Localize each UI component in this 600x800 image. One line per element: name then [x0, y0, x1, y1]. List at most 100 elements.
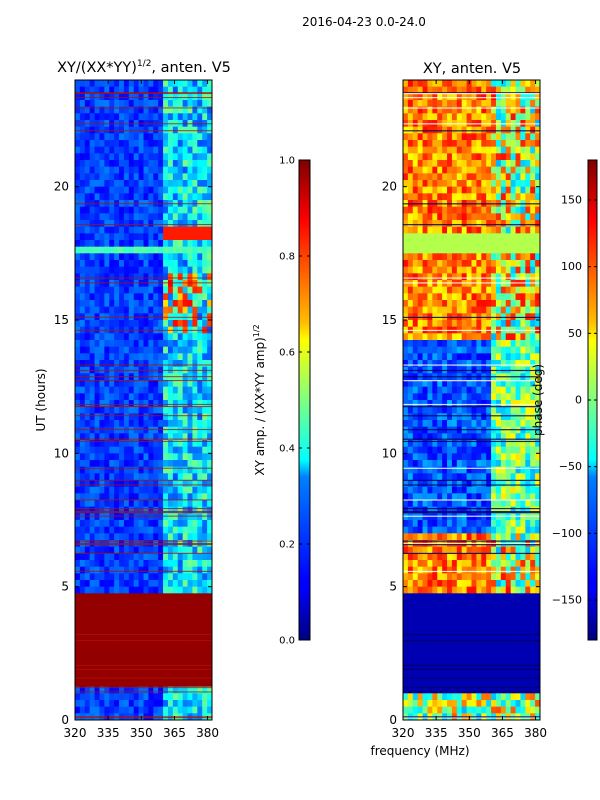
right-heatmap-cell	[520, 226, 526, 234]
left-heatmap-cell	[133, 500, 139, 508]
right-heatmap-cell	[442, 460, 448, 468]
right-heatmap-cell	[525, 493, 531, 501]
right-heatmap-cell	[451, 300, 458, 308]
right-heatmap-cell	[437, 293, 443, 301]
right-heatmap-cell	[481, 113, 487, 121]
right-heatmap-cell	[535, 166, 541, 174]
right-heatmap-cell	[515, 580, 521, 588]
left-heatmap-cell	[192, 146, 198, 154]
left-heatmap-cell	[192, 360, 198, 368]
left-heatmap-cell	[104, 453, 110, 461]
right-heatmap-cell	[412, 380, 419, 388]
right-heatmap-cell	[451, 560, 458, 568]
left-heatmap-cell	[89, 180, 95, 188]
left-heatmap-cell	[172, 166, 179, 174]
left-heatmap-cell	[207, 293, 213, 301]
right-heatmap-cell	[412, 153, 419, 161]
right-heatmap-cell	[505, 300, 512, 308]
right-heatmap-cell	[447, 506, 453, 514]
right-heatmap-cell	[495, 420, 502, 428]
right-heatmap-cell	[530, 206, 536, 214]
right-heatmap-cell	[437, 553, 443, 561]
left-heatmap-cell	[163, 673, 169, 681]
left-heatmap-cell	[99, 520, 105, 528]
left-heatmap-cell	[84, 213, 91, 221]
right-heatmap-cell	[412, 306, 419, 314]
left-heatmap-cell	[104, 260, 110, 268]
right-heatmap-cell	[451, 546, 458, 554]
left-heatmap-cell	[114, 553, 120, 561]
left-heatmap-cell	[187, 673, 193, 681]
left-heatmap-cell	[187, 513, 193, 521]
right-heatmap-cell	[515, 406, 521, 414]
right-heatmap-cell	[476, 473, 482, 481]
right-heatmap-cell	[500, 126, 507, 134]
right-heatmap-cell	[481, 213, 487, 221]
left-heatmap-cell	[167, 226, 174, 234]
left-heatmap-cell	[163, 473, 169, 481]
right-heatmap-cell	[403, 440, 409, 448]
left-heatmap-cell	[163, 546, 169, 554]
left-heatmap-cell	[182, 566, 188, 574]
right-heatmap-cell	[495, 286, 502, 294]
left-heatmap-cell	[158, 640, 164, 648]
left-heatmap-cell	[148, 340, 154, 348]
left-heatmap-cell	[167, 166, 174, 174]
right-heatmap-cell	[442, 473, 448, 481]
left-heatmap-cell	[75, 226, 81, 234]
right-heatmap-cell	[505, 473, 512, 481]
right-heatmap-cell	[412, 160, 419, 168]
right-heatmap-cell	[520, 173, 526, 181]
right-heatmap-cell	[432, 213, 438, 221]
left-heatmap-cell	[182, 580, 188, 588]
left-heatmap-cell	[163, 640, 169, 648]
right-heatmap-cell	[466, 560, 472, 568]
left-heatmap-cell	[84, 646, 91, 654]
left-heatmap-cell	[148, 266, 154, 274]
left-heatmap-cell	[153, 386, 159, 394]
right-heatmap-cell	[481, 180, 487, 188]
right-heatmap-cell	[422, 553, 428, 561]
left-heatmap-cell	[172, 280, 179, 288]
left-heatmap-cell	[128, 440, 135, 448]
left-heatmap-cell	[153, 233, 159, 241]
left-heatmap-cell	[79, 613, 86, 621]
right-heatmap-cell	[530, 226, 536, 234]
right-heatmap-cell	[491, 460, 497, 468]
right-heatmap-cell	[520, 320, 526, 328]
left-heatmap-cell	[109, 380, 115, 388]
left-heatmap-cell	[192, 300, 198, 308]
left-heatmap-cell	[163, 460, 169, 468]
left-heatmap-cell	[163, 133, 169, 141]
left-heatmap-cell	[119, 626, 125, 634]
right-heatmap-cell	[471, 466, 477, 474]
right-heatmap-cell	[442, 513, 448, 521]
left-heatmap-cell	[207, 300, 213, 308]
right-heatmap-cell	[447, 340, 453, 348]
right-heatmap-cell	[525, 140, 531, 148]
left-heatmap-cell	[197, 660, 203, 668]
left-heatmap-cell	[182, 493, 188, 501]
left-heatmap-cell	[138, 666, 144, 674]
left-heatmap-cell	[79, 346, 86, 354]
left-heatmap-cell	[158, 346, 164, 354]
right-heatmap-cell	[412, 346, 419, 354]
y-tick-label: 0	[61, 713, 69, 727]
left-heatmap-cell	[119, 573, 125, 581]
left-heatmap-cell	[89, 160, 95, 168]
right-heatmap-cell	[461, 560, 467, 568]
left-heatmap-cell	[94, 666, 100, 674]
left-heatmap-cell	[114, 680, 120, 688]
left-heatmap-cell	[153, 340, 159, 348]
right-heatmap-cell	[525, 380, 531, 388]
left-heatmap-cell	[128, 693, 135, 701]
right-heatmap-cell	[476, 586, 482, 594]
right-heatmap-cell	[510, 513, 516, 521]
right-heatmap-cell	[442, 160, 448, 168]
left-heatmap-cell	[99, 533, 105, 541]
left-heatmap-cell	[197, 166, 203, 174]
right-heatmap-cell	[486, 113, 492, 121]
right-heatmap-cell	[412, 213, 419, 221]
left-heatmap-cell	[158, 293, 164, 301]
right-heatmap-cell	[407, 580, 414, 588]
